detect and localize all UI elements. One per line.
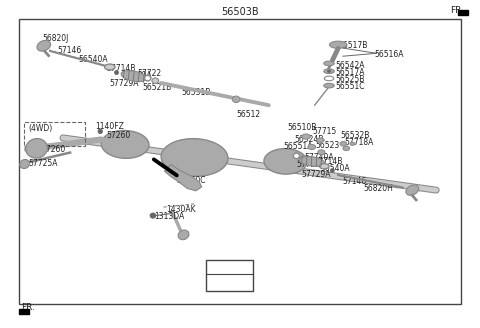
Bar (19, 309, 29, 314)
Text: 56521B: 56521B (142, 83, 171, 92)
Text: 56532B: 56532B (340, 131, 370, 140)
Ellipse shape (105, 64, 115, 70)
Text: 57715: 57715 (312, 127, 336, 136)
Text: 57714B: 57714B (313, 157, 343, 166)
Ellipse shape (178, 230, 189, 240)
Ellipse shape (115, 71, 119, 74)
Text: 57753: 57753 (218, 263, 242, 272)
Text: 57714B: 57714B (106, 64, 135, 73)
Text: FR.: FR. (21, 303, 35, 312)
Text: 57260: 57260 (41, 145, 66, 154)
Text: 57753: 57753 (218, 261, 243, 270)
Text: 57260: 57260 (106, 132, 130, 140)
Ellipse shape (144, 75, 151, 81)
Text: 1313DA: 1313DA (154, 213, 184, 221)
Ellipse shape (330, 169, 334, 173)
Text: 57718A: 57718A (344, 138, 374, 147)
Text: 1140FZ: 1140FZ (96, 122, 124, 131)
Text: 56551C: 56551C (336, 82, 365, 92)
Text: 56510B: 56510B (287, 123, 316, 132)
Text: (4WD): (4WD) (28, 124, 53, 133)
Text: 57740A: 57740A (305, 153, 334, 162)
Text: 2: 2 (229, 271, 238, 283)
Ellipse shape (324, 69, 334, 73)
Text: 56517A: 56517A (336, 68, 365, 77)
Text: 56503B: 56503B (221, 7, 259, 17)
Text: 1430AK: 1430AK (166, 205, 196, 214)
Text: 56531B: 56531B (181, 88, 211, 97)
Ellipse shape (101, 131, 149, 158)
Ellipse shape (327, 70, 331, 72)
Bar (206, 260, 253, 291)
Text: 56525B: 56525B (336, 75, 365, 84)
Ellipse shape (152, 78, 158, 84)
Ellipse shape (264, 149, 307, 174)
Ellipse shape (20, 159, 29, 169)
Ellipse shape (161, 139, 228, 176)
Text: 57725A: 57725A (28, 159, 58, 169)
Text: 56540A: 56540A (321, 164, 350, 173)
Text: 57146: 57146 (342, 177, 366, 186)
Ellipse shape (26, 138, 48, 158)
Text: 56542A: 56542A (336, 61, 365, 70)
Text: 56523: 56523 (315, 141, 339, 150)
Ellipse shape (317, 138, 324, 142)
Bar (24, 122, 85, 146)
Text: 57260C: 57260C (176, 176, 206, 185)
Ellipse shape (232, 96, 240, 103)
Text: 57729A: 57729A (110, 78, 139, 88)
Ellipse shape (324, 76, 334, 81)
Text: 57729A: 57729A (301, 170, 331, 179)
Ellipse shape (324, 83, 334, 88)
Text: FR.: FR. (450, 6, 464, 15)
Text: 57146: 57146 (57, 46, 82, 55)
Text: 57740A: 57740A (123, 71, 152, 80)
Ellipse shape (343, 146, 349, 151)
Text: 57722: 57722 (296, 160, 320, 170)
Ellipse shape (302, 134, 311, 139)
Ellipse shape (293, 153, 300, 159)
Ellipse shape (299, 156, 324, 166)
Text: 56512: 56512 (237, 110, 261, 119)
Ellipse shape (350, 142, 355, 145)
Ellipse shape (37, 40, 50, 51)
Text: 57722: 57722 (137, 69, 161, 78)
Text: 56820J: 56820J (43, 34, 69, 43)
Ellipse shape (329, 41, 347, 48)
Ellipse shape (340, 141, 347, 146)
Ellipse shape (150, 213, 156, 218)
Text: 56517B: 56517B (338, 41, 368, 50)
Text: 56524B: 56524B (295, 135, 324, 144)
Ellipse shape (318, 150, 325, 155)
Text: 56516A: 56516A (374, 50, 404, 59)
Text: 2: 2 (226, 277, 234, 290)
Bar (458, 10, 468, 15)
Ellipse shape (406, 185, 419, 195)
Bar (19, 19, 461, 304)
Text: 56820H: 56820H (363, 184, 393, 193)
Text: 56540A: 56540A (78, 55, 108, 64)
Ellipse shape (320, 164, 329, 169)
Ellipse shape (98, 129, 102, 133)
Text: 56551A: 56551A (284, 142, 313, 151)
Ellipse shape (324, 61, 334, 66)
Ellipse shape (121, 71, 146, 82)
Ellipse shape (308, 144, 316, 150)
Polygon shape (164, 165, 202, 191)
